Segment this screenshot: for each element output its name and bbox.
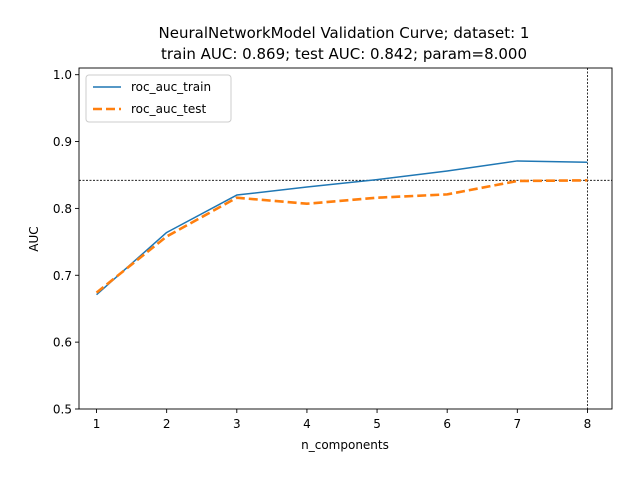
x-tick-label: 2 (163, 417, 171, 431)
x-axis-label: n_components (301, 438, 389, 452)
y-tick-label: 0.8 (53, 202, 72, 216)
series-line-roc-auc-train (96, 160, 588, 296)
y-tick-label: 0.7 (53, 269, 72, 283)
chart-title-line2: train AUC: 0.869; test AUC: 0.842; param… (161, 45, 527, 63)
reference-lines (79, 68, 612, 409)
y-tick-label: 1.0 (53, 68, 72, 82)
plot-area-frame (78, 67, 613, 410)
y-axis-ticks: 0.5 0.6 0.7 0.8 0.9 1.0 (53, 68, 79, 417)
x-tick-label: 1 (93, 417, 101, 431)
y-tick-label: 0.6 (53, 336, 72, 350)
series-line-roc-auc-test (95, 179, 588, 294)
legend-frame (85, 74, 232, 123)
x-tick-label: 3 (233, 417, 241, 431)
legend: roc_auc_train roc_auc_test (85, 74, 232, 123)
y-tick-label: 0.5 (53, 403, 72, 417)
x-tick-label: 7 (514, 417, 522, 431)
x-axis-ticks: 1 2 3 4 5 6 7 8 (93, 409, 592, 431)
legend-label-test: roc_auc_test (131, 102, 207, 116)
x-tick-label: 6 (443, 417, 451, 431)
x-tick-label: 4 (303, 417, 311, 431)
x-tick-label: 8 (584, 417, 592, 431)
series-layer (95, 160, 588, 296)
legend-label-train: roc_auc_train (131, 80, 211, 94)
y-tick-label: 0.9 (53, 135, 72, 149)
chart-title-line1: NeuralNetworkModel Validation Curve; dat… (159, 24, 530, 42)
y-axis-label: AUC (27, 226, 41, 251)
x-tick-label: 5 (373, 417, 381, 431)
